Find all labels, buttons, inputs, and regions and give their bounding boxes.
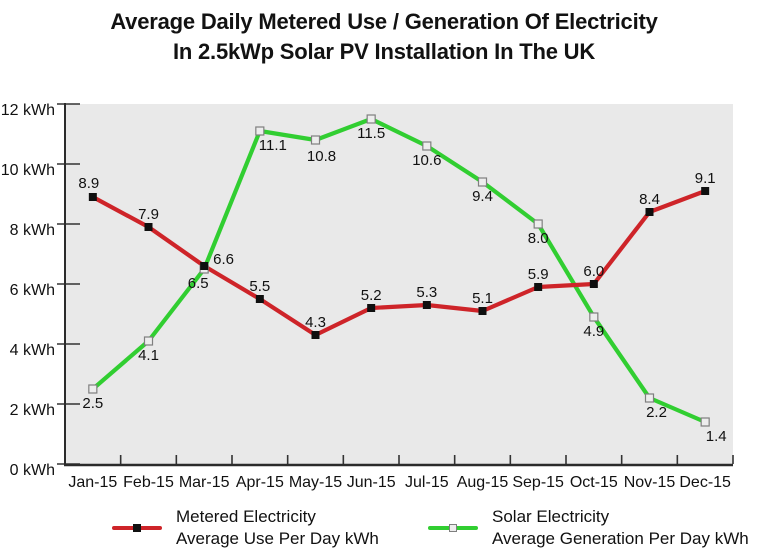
x-axis-label: Nov-15 xyxy=(624,474,676,491)
open-square-marker xyxy=(88,384,98,394)
series-line-metered xyxy=(90,188,708,338)
data-label: 8.9 xyxy=(78,175,99,192)
solar-series-swatch-icon xyxy=(428,523,478,533)
data-label: 2.5 xyxy=(82,395,103,412)
y-axis-label: 2 kWh xyxy=(10,402,55,419)
x-axis-label: Apr-15 xyxy=(236,474,284,491)
data-label: 6.0 xyxy=(583,263,604,280)
data-label: 6.6 xyxy=(213,251,234,268)
data-label: 4.3 xyxy=(305,314,326,331)
data-label: 8.4 xyxy=(639,191,660,208)
black-square-marker-icon xyxy=(133,524,141,532)
data-label: 5.9 xyxy=(528,266,549,283)
data-label: 9.1 xyxy=(695,170,716,187)
black-square-marker xyxy=(589,280,598,288)
data-label: 5.3 xyxy=(416,284,437,301)
black-square-marker xyxy=(645,208,654,216)
series-line-solar xyxy=(90,116,708,425)
data-label: 10.8 xyxy=(307,148,336,165)
data-label: 6.5 xyxy=(188,275,209,292)
black-square-marker xyxy=(534,283,543,291)
black-square-marker xyxy=(478,307,487,315)
y-axis-label: 8 kWh xyxy=(10,222,55,239)
open-square-marker xyxy=(644,393,655,403)
x-axis-label: Mar-15 xyxy=(179,474,230,491)
open-square-marker xyxy=(143,336,154,346)
black-square-marker xyxy=(367,304,376,312)
legend-item-metered: Metered Electricity Average Use Per Day … xyxy=(112,506,379,550)
legend-metered-name: Metered Electricity xyxy=(176,507,316,526)
data-label: 5.2 xyxy=(361,287,382,304)
black-square-marker xyxy=(311,331,320,339)
data-label: 4.1 xyxy=(138,347,159,364)
open-square-marker xyxy=(310,135,321,145)
legend-item-solar: Solar Electricity Average Generation Per… xyxy=(428,506,749,550)
data-label: 11.5 xyxy=(357,125,385,142)
y-axis-label: 6 kWh xyxy=(10,282,55,299)
plot-area xyxy=(65,104,733,464)
chart-title: Average Daily Metered Use / Generation O… xyxy=(0,7,768,67)
open-square-marker xyxy=(477,177,488,187)
open-square-marker xyxy=(700,417,710,427)
open-square-marker xyxy=(589,312,599,322)
data-label: 5.5 xyxy=(249,278,270,295)
x-axis-label: Jul-15 xyxy=(405,474,449,491)
open-square-marker xyxy=(366,114,376,124)
chart-title-line1: Average Daily Metered Use / Generation O… xyxy=(110,9,658,34)
y-axis-label: 4 kWh xyxy=(10,342,55,359)
x-axis-label: Dec-15 xyxy=(679,474,731,491)
open-square-marker xyxy=(255,126,265,136)
x-axis-label: Jan-15 xyxy=(68,474,117,491)
x-axis-label: May-15 xyxy=(289,474,342,491)
x-axis-label: Aug-15 xyxy=(457,474,509,491)
y-axis-label: 10 kWh xyxy=(1,162,55,179)
legend-solar-desc: Average Generation Per Day kWh xyxy=(492,529,749,548)
data-label: 1.4 xyxy=(706,428,727,445)
open-square-marker-icon xyxy=(449,524,457,532)
data-label: 2.2 xyxy=(646,404,667,421)
x-axis-label: Feb-15 xyxy=(123,474,174,491)
y-axis-label: 0 kWh xyxy=(10,462,55,479)
open-square-marker xyxy=(533,219,543,229)
black-square-marker xyxy=(422,301,431,309)
black-square-marker xyxy=(255,295,264,303)
black-square-marker xyxy=(701,187,710,195)
legend-solar-name: Solar Electricity xyxy=(492,507,610,526)
black-square-marker xyxy=(144,223,153,231)
x-axis-label: Oct-15 xyxy=(570,474,618,491)
open-square-marker xyxy=(422,141,432,151)
black-square-marker xyxy=(88,193,97,201)
x-axis-label: Sep-15 xyxy=(512,474,564,491)
x-axis-label: Jun-15 xyxy=(347,474,396,491)
data-label: 7.9 xyxy=(138,206,159,223)
chart-title-line2: In 2.5kWp Solar PV Installation In The U… xyxy=(172,39,596,64)
data-label: 10.6 xyxy=(412,152,441,169)
data-label: 5.1 xyxy=(472,290,493,307)
data-label: 4.9 xyxy=(583,323,604,340)
legend: Metered Electricity Average Use Per Day … xyxy=(0,506,768,556)
metered-series-swatch-icon xyxy=(112,523,162,533)
data-label: 11.1 xyxy=(259,137,287,154)
y-axis-label: 12 kWh xyxy=(1,102,55,119)
legend-metered-desc: Average Use Per Day kWh xyxy=(176,529,379,548)
black-square-marker xyxy=(200,262,209,270)
data-label: 8.0 xyxy=(528,230,549,247)
data-label: 9.4 xyxy=(472,188,493,205)
